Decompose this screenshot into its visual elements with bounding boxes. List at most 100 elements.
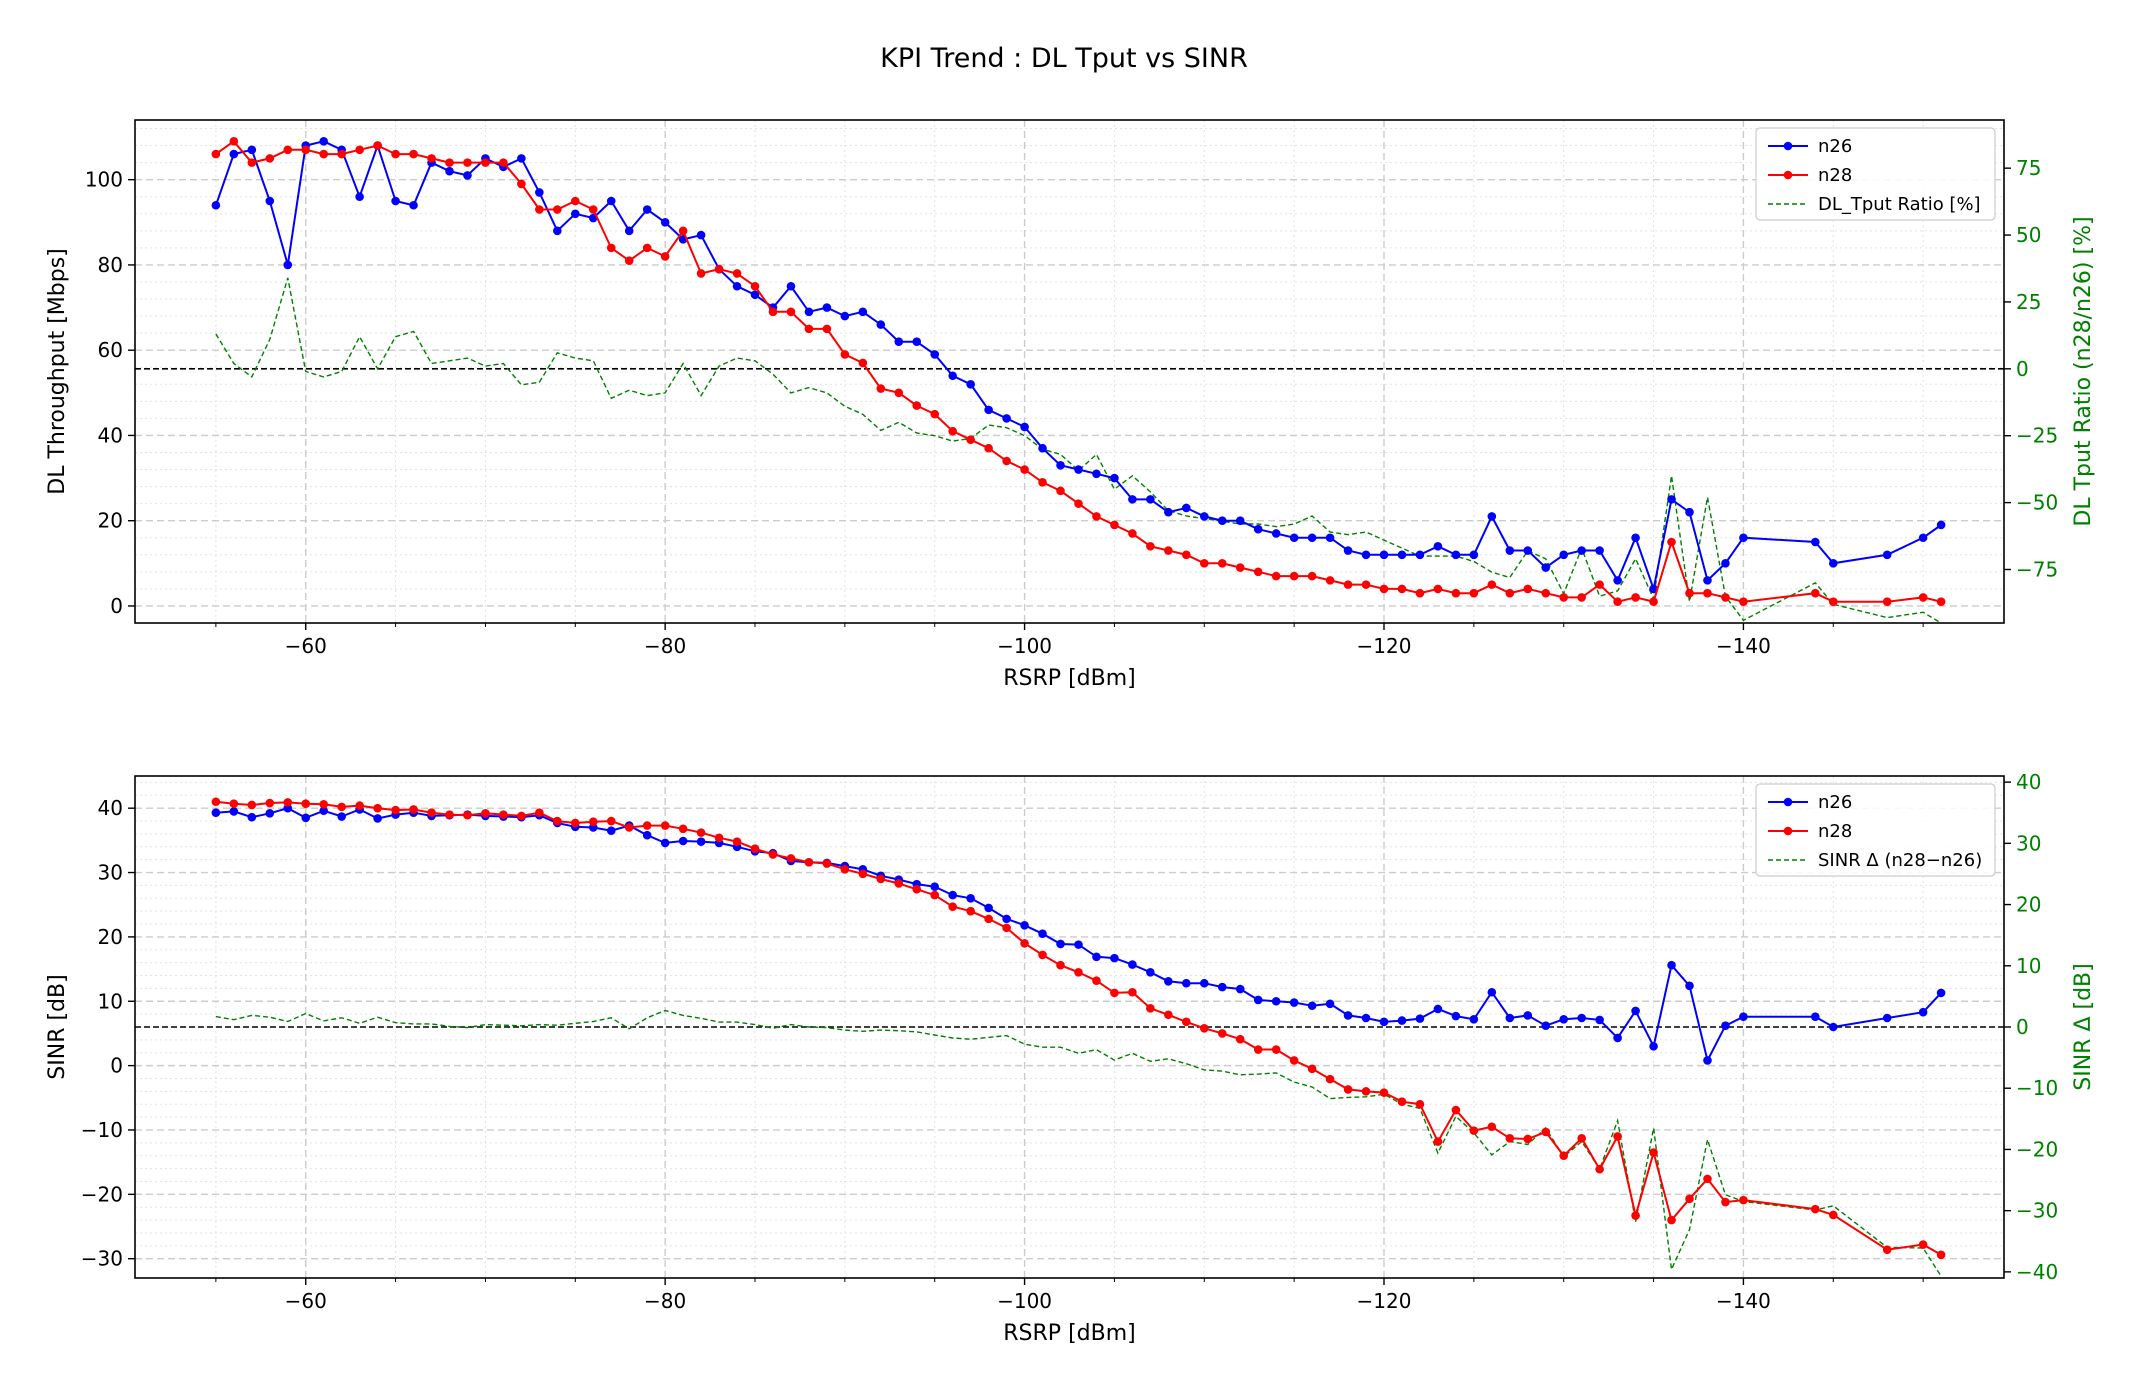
data-point — [1559, 593, 1569, 602]
legend-label: n26 — [1818, 792, 1852, 813]
data-point — [1110, 953, 1119, 963]
data-point — [1110, 520, 1119, 530]
y2-tick-label: −10 — [2016, 1076, 2058, 1100]
data-point — [445, 810, 454, 819]
legend-box — [1755, 127, 1996, 221]
data-point — [1020, 465, 1029, 474]
data-point — [1811, 1204, 1820, 1214]
data-point — [894, 388, 904, 398]
y-tick-label: 40 — [98, 423, 123, 447]
data-point — [876, 874, 886, 884]
data-point — [822, 859, 832, 868]
data-point — [1613, 1033, 1622, 1043]
data-point — [1092, 976, 1101, 985]
data-point — [1613, 1132, 1622, 1141]
data-point — [1613, 597, 1622, 606]
data-point — [1739, 597, 1748, 606]
data-point — [1703, 588, 1712, 598]
data-point — [1182, 503, 1191, 513]
data-point — [1739, 1195, 1748, 1205]
data-point — [948, 371, 957, 381]
data-point — [1325, 1074, 1335, 1084]
data-point — [553, 205, 562, 214]
data-point — [265, 809, 275, 818]
data-point — [1379, 1088, 1389, 1097]
y2-tick-label: 75 — [2016, 156, 2041, 180]
data-point — [1217, 1029, 1227, 1038]
data-point — [876, 320, 886, 329]
data-point — [1721, 1197, 1730, 1207]
data-point — [1217, 516, 1227, 525]
data-point — [624, 823, 634, 832]
y2-tick-label: 25 — [2016, 290, 2041, 314]
data-point — [1182, 1017, 1191, 1027]
data-point — [1559, 550, 1569, 560]
data-point — [1505, 1134, 1515, 1143]
data-point — [1235, 563, 1245, 572]
data-point — [696, 269, 706, 278]
data-point — [1397, 550, 1407, 560]
y2-tick-label: 30 — [2016, 831, 2041, 855]
data-point — [247, 145, 257, 155]
data-point — [1002, 414, 1011, 423]
data-point — [570, 196, 580, 206]
y-tick-label: 60 — [98, 338, 123, 362]
data-point — [804, 324, 814, 334]
data-point — [1271, 571, 1281, 581]
data-point — [660, 252, 670, 261]
data-point — [283, 260, 293, 270]
data-point — [1020, 921, 1029, 930]
data-point — [912, 337, 922, 346]
data-point — [930, 409, 940, 419]
data-point — [211, 797, 221, 807]
data-point — [966, 435, 975, 445]
data-point — [1577, 1134, 1586, 1143]
data-point — [1002, 923, 1011, 933]
y2-tick-label: 0 — [2016, 357, 2029, 381]
x-tick-label: −100 — [997, 1289, 1052, 1313]
data-point — [966, 906, 975, 916]
data-point — [1703, 1174, 1712, 1184]
data-point — [1128, 987, 1137, 997]
data-point — [1397, 584, 1407, 594]
data-point — [1523, 1011, 1533, 1020]
data-point — [588, 205, 598, 214]
data-point — [660, 821, 670, 830]
data-point — [1307, 1064, 1317, 1074]
data-point — [319, 800, 328, 809]
data-point — [1936, 1250, 1946, 1260]
data-point — [247, 158, 257, 167]
data-point — [1271, 529, 1281, 538]
data-point — [1289, 1056, 1299, 1065]
data-point — [1182, 978, 1191, 988]
data-point — [912, 884, 922, 894]
data-point — [1020, 939, 1029, 948]
data-point — [642, 821, 652, 830]
data-point — [858, 358, 868, 368]
data-point — [319, 149, 328, 159]
data-point — [1828, 597, 1838, 606]
data-point — [1128, 960, 1137, 969]
data-point — [714, 264, 724, 274]
data-point — [1631, 533, 1640, 543]
data-point — [1577, 593, 1586, 602]
data-point — [265, 154, 275, 163]
data-point — [732, 269, 742, 278]
data-point — [1397, 1016, 1407, 1025]
data-point — [570, 209, 580, 219]
data-point — [1092, 469, 1101, 479]
data-point — [642, 205, 652, 214]
data-point — [966, 379, 975, 389]
data-point — [409, 149, 418, 159]
data-point — [1217, 559, 1227, 568]
data-point — [1164, 507, 1173, 517]
y-axis-label: SINR [dB] — [45, 974, 70, 1079]
data-point — [1649, 597, 1658, 606]
data-point — [1631, 1211, 1640, 1220]
data-point — [1882, 597, 1892, 606]
legend-label: SINR Δ (n28−n26) — [1818, 850, 1982, 871]
data-point — [1271, 996, 1281, 1006]
data-point — [1307, 533, 1317, 543]
data-point — [1703, 576, 1712, 585]
data-point — [409, 200, 418, 210]
